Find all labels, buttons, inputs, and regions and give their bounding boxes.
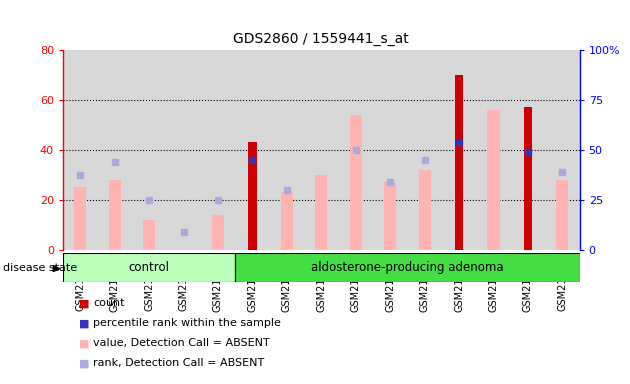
- Bar: [556, 180, 568, 250]
- Text: aldosterone-producing adenoma: aldosterone-producing adenoma: [311, 262, 504, 274]
- Bar: [455, 75, 463, 250]
- Text: ■: ■: [79, 298, 89, 308]
- Text: disease state: disease state: [3, 263, 77, 273]
- Bar: [235, 253, 580, 282]
- Bar: [74, 187, 86, 250]
- Text: ■: ■: [79, 358, 89, 368]
- Bar: [143, 220, 155, 250]
- Bar: [315, 175, 328, 250]
- Text: control: control: [129, 262, 169, 274]
- Bar: [384, 182, 396, 250]
- Text: value, Detection Call = ABSENT: value, Detection Call = ABSENT: [93, 338, 270, 348]
- Bar: [63, 253, 235, 282]
- Text: percentile rank within the sample: percentile rank within the sample: [93, 318, 281, 328]
- Bar: [524, 108, 532, 250]
- Text: ■: ■: [79, 318, 89, 328]
- Text: count: count: [93, 298, 125, 308]
- Bar: [248, 142, 256, 250]
- Text: ■: ■: [79, 338, 89, 348]
- Bar: [281, 192, 293, 250]
- Title: GDS2860 / 1559441_s_at: GDS2860 / 1559441_s_at: [234, 32, 409, 46]
- Bar: [488, 110, 500, 250]
- Bar: [418, 170, 431, 250]
- Text: rank, Detection Call = ABSENT: rank, Detection Call = ABSENT: [93, 358, 265, 368]
- Bar: [212, 215, 224, 250]
- Bar: [108, 180, 121, 250]
- Bar: [350, 115, 362, 250]
